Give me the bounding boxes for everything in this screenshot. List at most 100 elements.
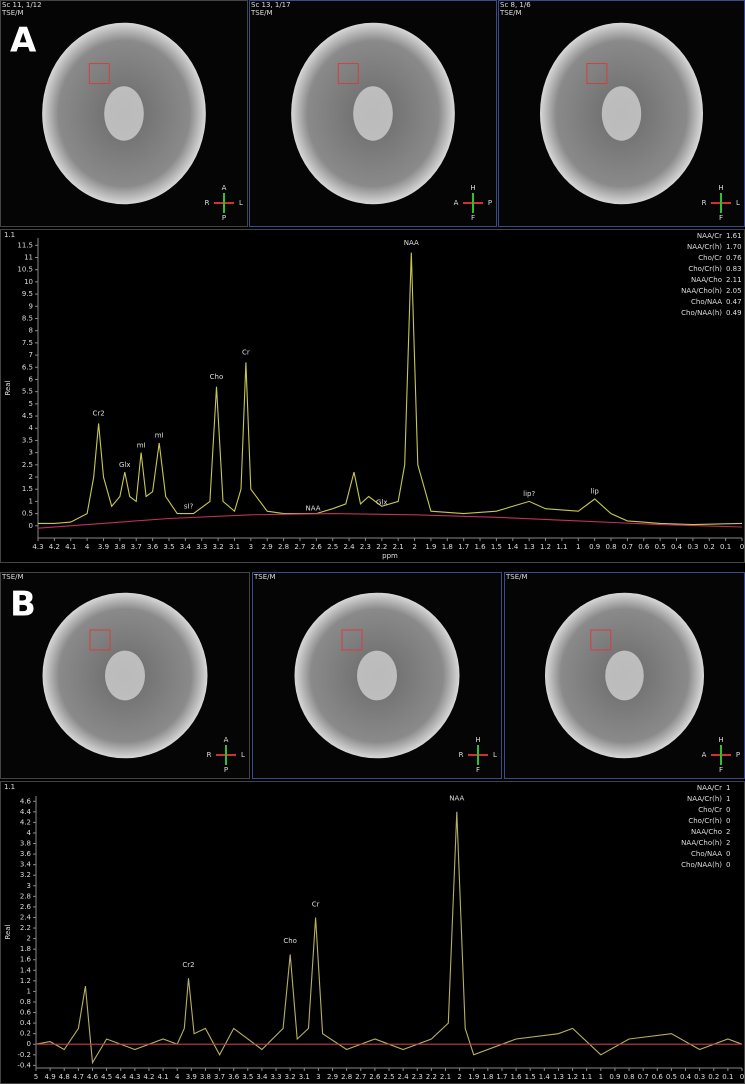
corner-label: 1.1 xyxy=(4,783,15,791)
ratio-value: 2 xyxy=(726,839,730,847)
y-tick-label: 0.4 xyxy=(20,1019,32,1027)
corner-label: 1.1 xyxy=(4,231,15,239)
peak-label: Cr xyxy=(242,349,250,357)
y-tick-label: 10 xyxy=(24,278,33,286)
y-tick-label: 2.2 xyxy=(20,924,31,932)
x-tick-label: 0.4 xyxy=(671,543,683,551)
ventricle xyxy=(601,86,642,141)
x-tick-label: 3.6 xyxy=(147,543,159,551)
ratio-value: 0 xyxy=(726,850,730,858)
y-tick-label: 1.8 xyxy=(20,945,31,953)
y-tick-label: -0.2 xyxy=(17,1051,31,1059)
y-tick-label: 4.6 xyxy=(20,797,32,805)
x-tick-label: 3.7 xyxy=(131,543,142,551)
y-tick-label: 2 xyxy=(29,473,33,481)
orientation-label: L xyxy=(493,751,497,759)
y-tick-label: 2.4 xyxy=(20,913,32,921)
ratio-value: 1.61 xyxy=(726,232,742,240)
y-tick-label: 0 xyxy=(27,1040,31,1048)
x-tick-label: 2 xyxy=(412,543,416,551)
ratio-name: Cho/NAA xyxy=(691,298,722,306)
y-axis-label: Real xyxy=(4,380,12,395)
peak-label: Glx xyxy=(119,461,131,469)
x-tick-label: 0.8 xyxy=(605,543,616,551)
orientation-label: R xyxy=(459,751,464,759)
y-tick-label: 4 xyxy=(27,829,32,837)
x-tick-label: 0.9 xyxy=(589,543,600,551)
y-tick-label: 3 xyxy=(27,882,31,890)
x-tick-label: 0.6 xyxy=(652,1073,664,1081)
x-tick-label: 3.2 xyxy=(285,1073,296,1081)
peak-label: Cr2 xyxy=(182,961,194,969)
y-tick-label: 0.6 xyxy=(20,1009,32,1017)
ratio-value: 0.83 xyxy=(726,265,742,273)
y-tick-label: 1 xyxy=(29,497,33,505)
x-tick-label: 0.3 xyxy=(687,543,698,551)
ratio-value: 0.49 xyxy=(726,309,742,317)
peak-label: sI? xyxy=(184,502,194,510)
x-tick-label: 4.8 xyxy=(59,1073,70,1081)
ratio-name: Cho/NAA(h) xyxy=(681,861,722,869)
peak-label: Glx xyxy=(376,499,388,507)
peak-label: Cr xyxy=(312,900,320,908)
x-tick-label: 3.9 xyxy=(98,543,109,551)
y-tick-label: 11.5 xyxy=(17,241,33,249)
y-tick-label: 2.5 xyxy=(22,461,33,469)
x-tick-label: 0.1 xyxy=(722,1073,733,1081)
y-tick-label: 4.2 xyxy=(20,818,31,826)
peak-label: NAA xyxy=(306,505,321,513)
orientation-label: L xyxy=(736,199,740,207)
y-tick-label: 8.5 xyxy=(22,314,33,322)
y-tick-label: 1.5 xyxy=(22,485,33,493)
y-tick-label: 1.4 xyxy=(20,966,32,974)
x-tick-label: 1.1 xyxy=(556,543,567,551)
x-tick-label: 4.9 xyxy=(45,1073,56,1081)
x-tick-label: 5 xyxy=(34,1073,38,1081)
x-tick-label: 1 xyxy=(599,1073,603,1081)
y-tick-label: 11 xyxy=(24,254,33,262)
orientation-label: H xyxy=(475,736,480,744)
x-tick-label: 3.3 xyxy=(196,543,207,551)
orientation-label: A xyxy=(222,184,227,192)
x-tick-label: 2.9 xyxy=(327,1073,338,1081)
image-header: TSE/M xyxy=(1,573,24,581)
x-tick-label: 1.3 xyxy=(524,543,535,551)
x-tick-label: 2.2 xyxy=(376,543,387,551)
ratio-name: Cho/Cr xyxy=(698,254,722,262)
x-tick-label: 3.5 xyxy=(242,1073,253,1081)
spectrum-panel xyxy=(0,229,745,563)
orientation-label: R xyxy=(207,751,212,759)
spectrum-line xyxy=(37,513,743,529)
peak-label: Cho xyxy=(283,937,297,945)
y-tick-label: 2.6 xyxy=(20,903,32,911)
y-tick-label: 3.5 xyxy=(22,436,33,444)
x-tick-label: 3.7 xyxy=(214,1073,225,1081)
x-tick-label: 0.1 xyxy=(720,543,731,551)
x-tick-label: 1.8 xyxy=(442,543,453,551)
image-header: Sc 11, 1/12 xyxy=(2,1,42,9)
x-tick-label: 2.1 xyxy=(393,543,404,551)
peak-label: mI xyxy=(155,432,164,440)
ratio-name: NAA/Cr(h) xyxy=(687,795,722,803)
peak-label: lip xyxy=(590,488,599,496)
y-tick-label: 9.5 xyxy=(22,290,33,298)
y-tick-label: 4.5 xyxy=(22,412,33,420)
y-tick-label: 3.6 xyxy=(20,850,32,858)
x-tick-label: 1.9 xyxy=(425,543,436,551)
x-tick-label: 4.7 xyxy=(73,1073,84,1081)
x-tick-label: 4.6 xyxy=(87,1073,99,1081)
ventricle xyxy=(104,86,144,141)
x-tick-label: 4.4 xyxy=(115,1073,127,1081)
x-tick-label: 4 xyxy=(85,543,90,551)
peak-label: Cr2 xyxy=(92,410,104,418)
x-tick-label: 3.1 xyxy=(299,1073,310,1081)
x-tick-label: 2.7 xyxy=(355,1073,366,1081)
y-tick-label: 8 xyxy=(29,327,33,335)
orientation-label: P xyxy=(736,751,740,759)
orientation-label: L xyxy=(241,751,245,759)
x-tick-label: 0.4 xyxy=(680,1073,692,1081)
orientation-label: A xyxy=(702,751,707,759)
x-tick-label: 2.1 xyxy=(440,1073,451,1081)
voxel xyxy=(590,629,612,651)
x-tick-label: 3.3 xyxy=(270,1073,281,1081)
